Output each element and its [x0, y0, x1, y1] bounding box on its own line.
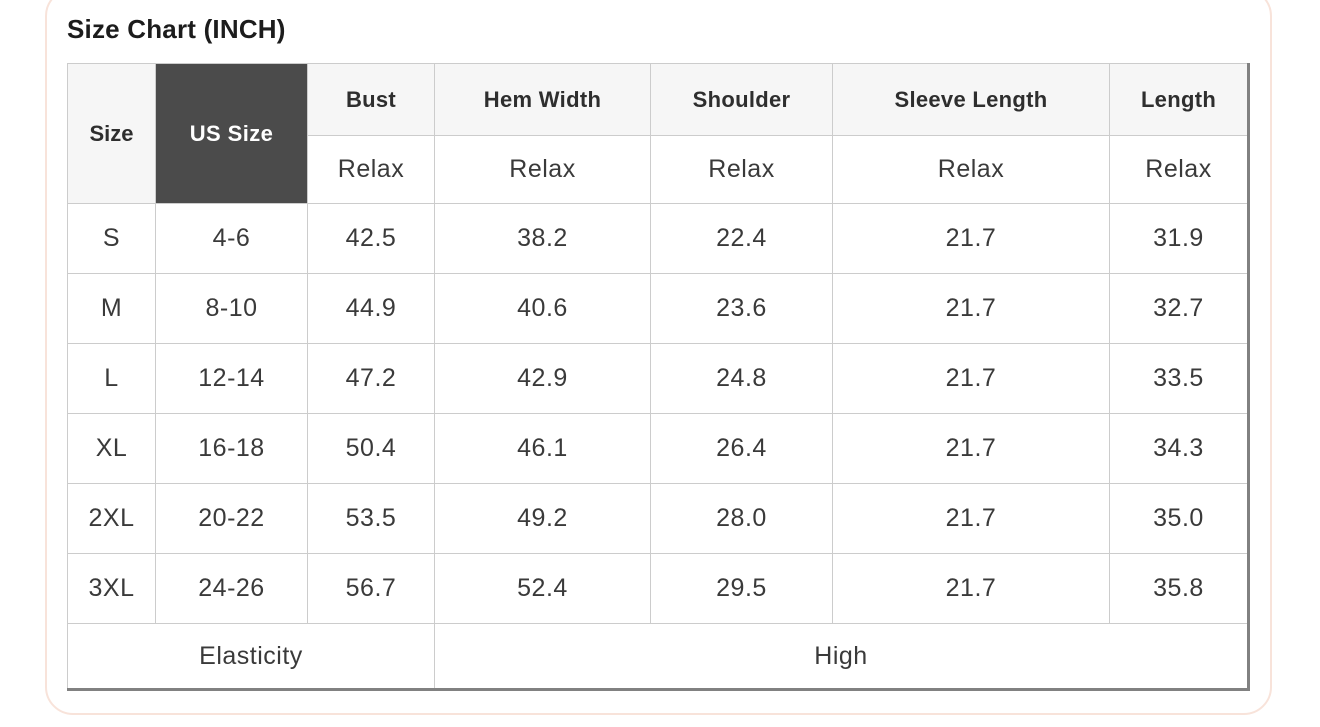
measure-value-cell: 49.2 — [434, 483, 651, 554]
measure-value-cell: 34.3 — [1109, 413, 1249, 484]
measure-value-cell: 56.7 — [307, 553, 435, 624]
measure-column-header-shoulder: Shoulder — [650, 63, 833, 136]
fit-cell-shoulder: Relax — [650, 135, 833, 204]
measure-value-cell: 42.9 — [434, 343, 651, 414]
size-cell: M — [67, 273, 156, 344]
measure-value-cell: 28.0 — [650, 483, 833, 554]
size-chart-table: Size US Size Bust Hem Width Shoulder Sle… — [67, 63, 1250, 691]
measure-column-header-bust: Bust — [307, 63, 435, 136]
measure-value-cell: 53.5 — [307, 483, 435, 554]
measure-value-cell: 22.4 — [650, 203, 833, 274]
us-size-cell: 24-26 — [155, 553, 308, 624]
measure-value-cell: 35.8 — [1109, 553, 1249, 624]
elasticity-label-cell: Elasticity — [67, 623, 435, 690]
measure-column-header-length: Length — [1109, 63, 1249, 136]
measure-value-cell: 52.4 — [434, 553, 651, 624]
measure-value-cell: 21.7 — [832, 203, 1110, 274]
table-row-xl: XL 16-18 50.4 46.1 26.4 21.7 34.3 — [67, 413, 1249, 484]
us-size-cell: 16-18 — [155, 413, 308, 484]
measure-value-cell: 31.9 — [1109, 203, 1249, 274]
measure-value-cell: 46.1 — [434, 413, 651, 484]
size-cell: 2XL — [67, 483, 156, 554]
measure-value-cell: 42.5 — [307, 203, 435, 274]
elasticity-row: Elasticity High — [67, 623, 1249, 690]
measure-value-cell: 21.7 — [832, 413, 1110, 484]
measure-value-cell: 21.7 — [832, 343, 1110, 414]
us-size-cell: 8-10 — [155, 273, 308, 344]
size-cell: S — [67, 203, 156, 274]
header-row-measures: Size US Size Bust Hem Width Shoulder Sle… — [67, 63, 1249, 204]
table-row-2xl: 2XL 20-22 53.5 49.2 28.0 21.7 35.0 — [67, 483, 1249, 554]
size-column-header: Size — [67, 63, 156, 204]
measure-value-cell: 23.6 — [650, 273, 833, 344]
measure-value-cell: 50.4 — [307, 413, 435, 484]
measure-value-cell: 38.2 — [434, 203, 651, 274]
fit-cell-bust: Relax — [307, 135, 435, 204]
size-cell: 3XL — [67, 553, 156, 624]
measure-value-cell: 47.2 — [307, 343, 435, 414]
measure-value-cell: 21.7 — [832, 273, 1110, 344]
fit-cell-length: Relax — [1109, 135, 1249, 204]
measure-value-cell: 44.9 — [307, 273, 435, 344]
measure-value-cell: 21.7 — [832, 483, 1110, 554]
table-row-s: S 4-6 42.5 38.2 22.4 21.7 31.9 — [67, 203, 1249, 274]
measure-value-cell: 32.7 — [1109, 273, 1249, 344]
us-size-cell: 20-22 — [155, 483, 308, 554]
table-row-m: M 8-10 44.9 40.6 23.6 21.7 32.7 — [67, 273, 1249, 344]
measure-value-cell: 33.5 — [1109, 343, 1249, 414]
measure-column-header-sleeve-length: Sleeve Length — [832, 63, 1110, 136]
table-row-3xl: 3XL 24-26 56.7 52.4 29.5 21.7 35.8 — [67, 553, 1249, 624]
header-row-fit: Relax Relax Relax Relax Relax — [68, 135, 1249, 204]
us-size-cell: 12-14 — [155, 343, 308, 414]
elasticity-value-cell: High — [434, 623, 1249, 690]
measure-value-cell: 29.5 — [650, 553, 833, 624]
table-row-l: L 12-14 47.2 42.9 24.8 21.7 33.5 — [67, 343, 1249, 414]
measure-column-header-hem-width: Hem Width — [434, 63, 651, 136]
measure-value-cell: 35.0 — [1109, 483, 1249, 554]
measure-value-cell: 26.4 — [650, 413, 833, 484]
size-chart-card: Size Chart (INCH) Size US Size Bust Hem … — [45, 0, 1272, 715]
measure-value-cell: 24.8 — [650, 343, 833, 414]
us-size-cell: 4-6 — [155, 203, 308, 274]
measure-value-cell: 21.7 — [832, 553, 1110, 624]
size-cell: XL — [67, 413, 156, 484]
size-chart-title: Size Chart (INCH) — [67, 14, 286, 44]
size-cell: L — [67, 343, 156, 414]
measure-value-cell: 40.6 — [434, 273, 651, 344]
fit-cell-hem-width: Relax — [434, 135, 651, 204]
fit-cell-sleeve-length: Relax — [832, 135, 1110, 204]
us-size-column-header: US Size — [155, 63, 308, 204]
